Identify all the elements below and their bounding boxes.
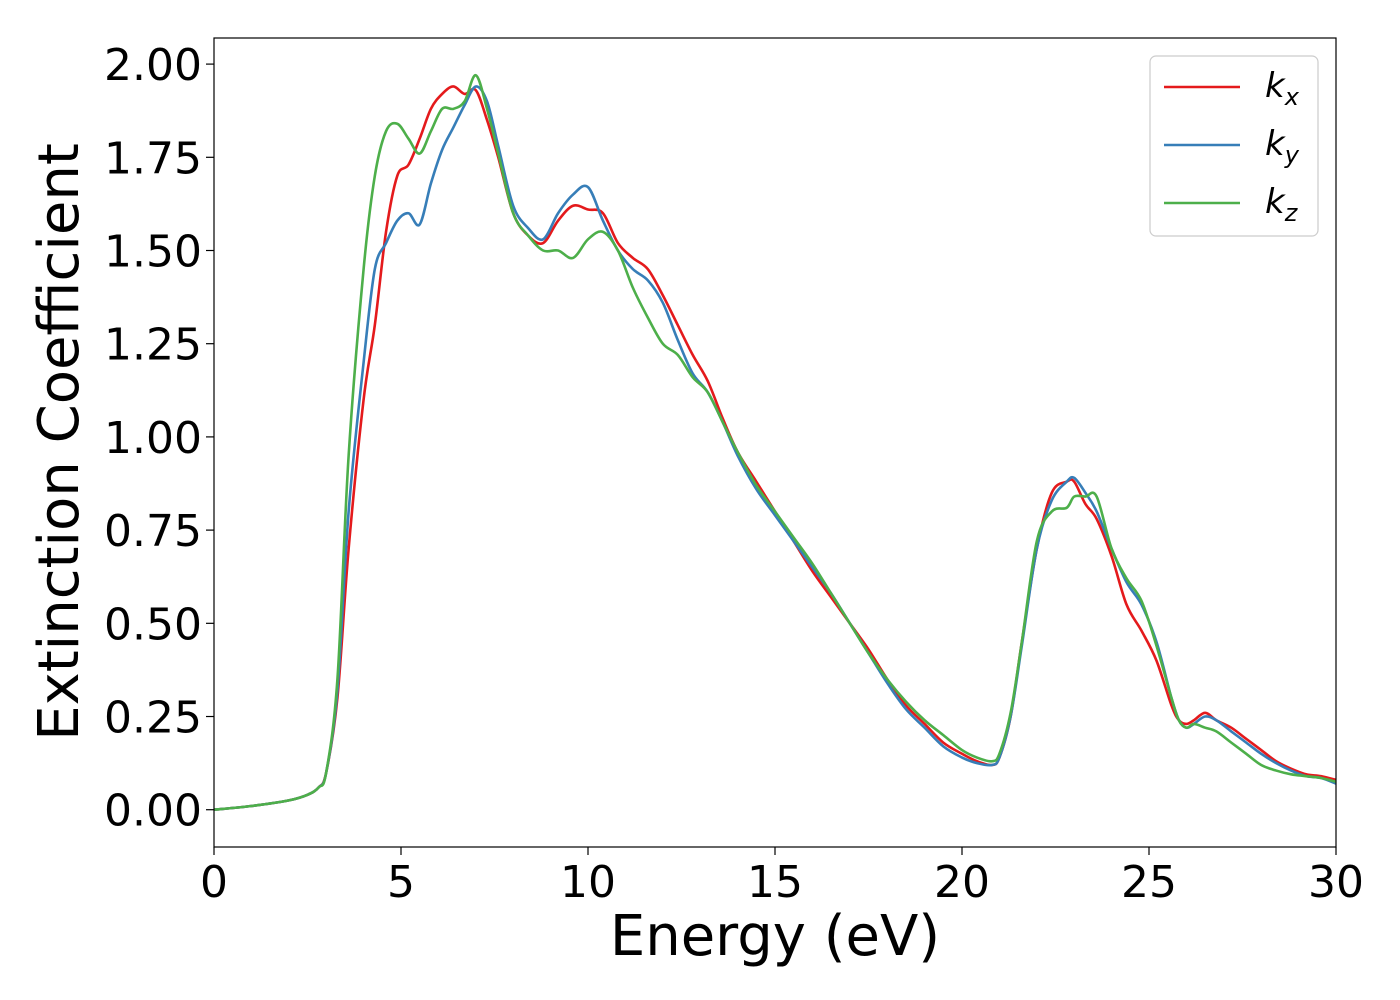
y-tick-label: 0.50: [104, 599, 202, 650]
x-tick-label: 5: [387, 857, 415, 908]
y-tick-label: 0.25: [104, 693, 202, 744]
x-axis-ticks: 0 5 10 15 20 25 30: [200, 847, 1364, 908]
y-tick-label: 2.00: [104, 40, 202, 91]
x-tick-label: 0: [200, 857, 228, 908]
x-tick-label: 10: [560, 857, 616, 908]
legend-label-k-y: ky: [1265, 124, 1300, 169]
y-tick-label: 1.00: [104, 413, 202, 464]
y-axis-label: Extinction Coefficient: [27, 143, 92, 741]
y-tick-label: 1.75: [104, 133, 202, 184]
y-tick-label: 0.75: [104, 506, 202, 557]
x-tick-label: 30: [1308, 857, 1364, 908]
series-lines: [214, 73, 1336, 812]
legend: kx ky kz: [1149, 55, 1319, 237]
y-tick-label: 1.50: [104, 227, 202, 278]
x-axis-label: Energy (eV): [610, 904, 940, 969]
x-tick-label: 15: [747, 857, 803, 908]
legend-label-k-z: kz: [1265, 182, 1299, 227]
x-tick-label: 20: [934, 857, 990, 908]
y-tick-label: 0.00: [104, 786, 202, 837]
legend-label-k-x: kx: [1265, 66, 1300, 111]
series-line-k-z: [214, 73, 1336, 812]
x-tick-label: 25: [1121, 857, 1177, 908]
y-axis-ticks: 0.00 0.25 0.50 0.75 1.00 1.25 1.50 1.75 2.00: [104, 40, 214, 837]
plot-area: [214, 38, 1336, 847]
y-tick-label: 1.25: [104, 320, 202, 371]
